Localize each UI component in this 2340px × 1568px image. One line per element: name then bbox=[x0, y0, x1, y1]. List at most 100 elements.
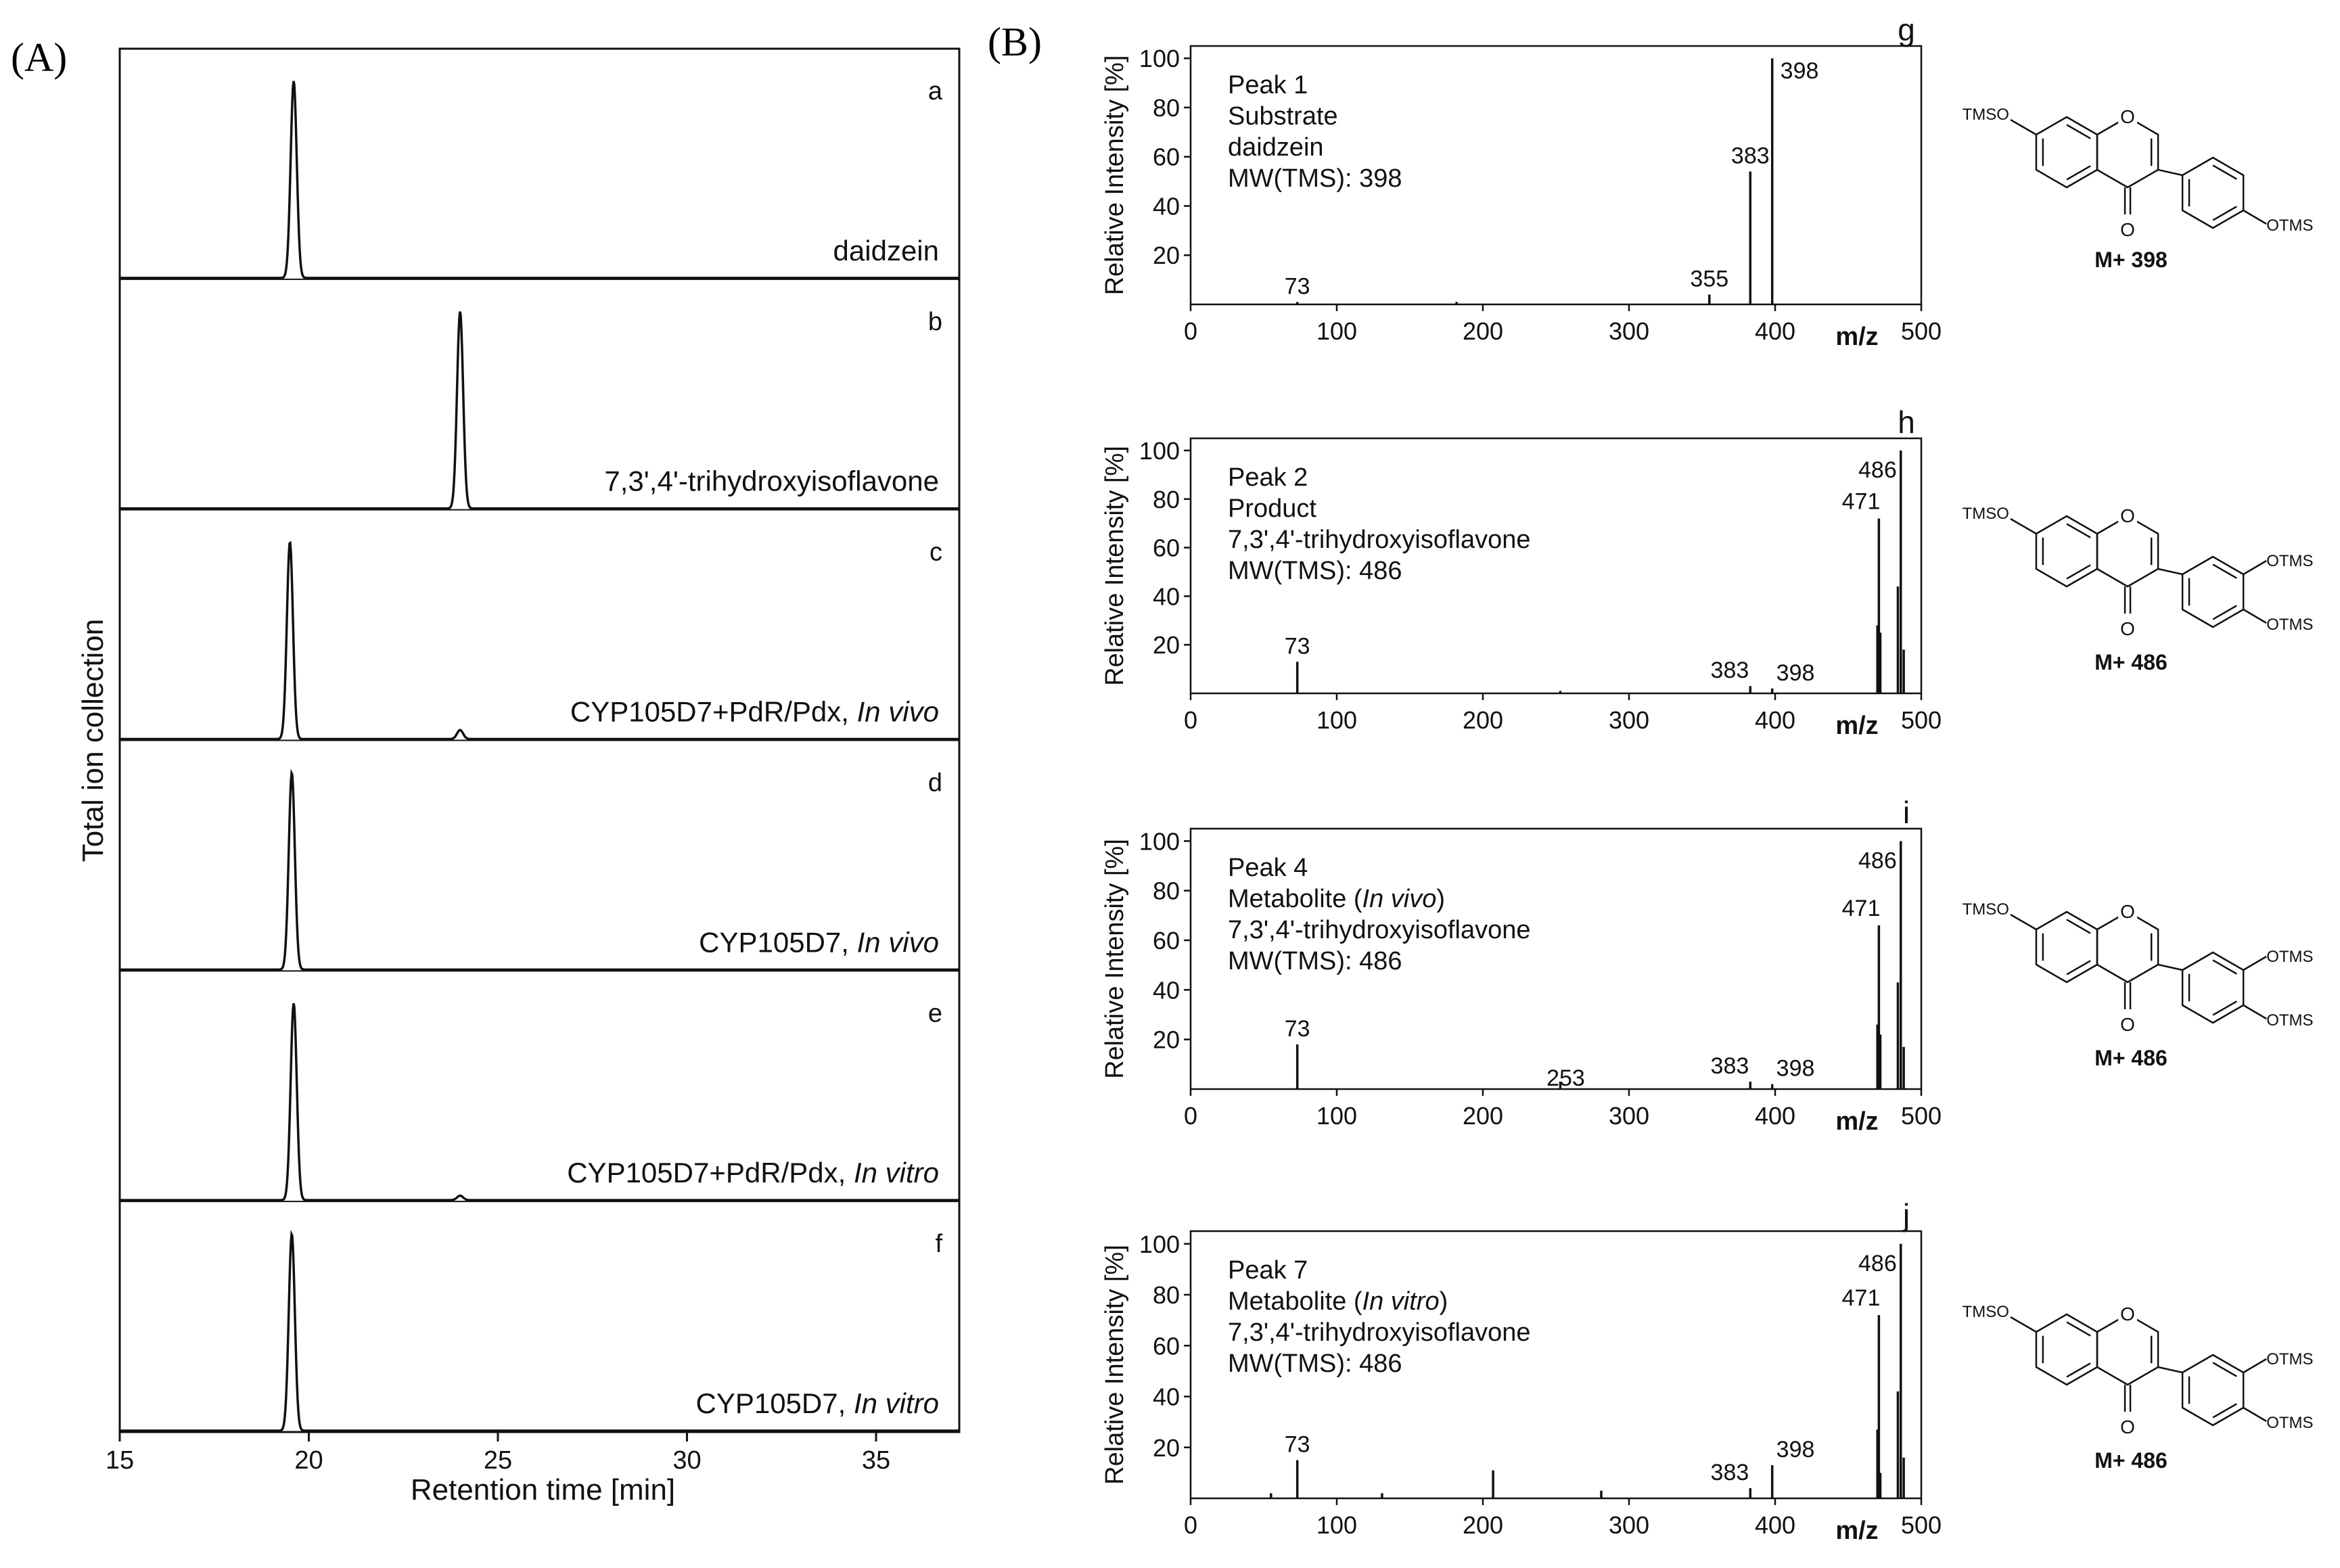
trace-label-b-part-0: 7,3',4'-trihydroxyisoflavone bbox=[604, 465, 939, 497]
substituent-7: TMSO bbox=[1963, 900, 2009, 919]
peak-label: 398 bbox=[1776, 660, 1815, 686]
substituent-4p: OTMS bbox=[2266, 1414, 2313, 1432]
x-axis-title: m/z bbox=[1835, 1517, 1878, 1545]
x-tick-label: 0 bbox=[1184, 706, 1197, 734]
x-tick-label: 400 bbox=[1755, 317, 1795, 345]
y-tick-label: 40 bbox=[1153, 582, 1180, 610]
info-line-2-part-0: 7,3',4'-trihydroxyisoflavone bbox=[1228, 526, 1531, 554]
spectrum-h: 20 40 60 80 100 0 100 200 300 400 500 73 383 398 471 48… bbox=[1101, 405, 1942, 740]
ring-2 bbox=[2181, 1354, 2245, 1427]
info-line-3: MW(TMS): 486 bbox=[1228, 1350, 1402, 1378]
double-bond bbox=[2212, 206, 2237, 221]
structure-h: O O TMSO OTMS OTMS M+ 486 bbox=[1963, 504, 2314, 674]
info-line-2: 7,3',4'-trihydroxyisoflavone bbox=[1228, 916, 1531, 944]
info-line-2-part-0: 7,3',4'-trihydroxyisoflavone bbox=[1228, 1318, 1531, 1347]
double-bond bbox=[2066, 165, 2091, 181]
trace-letter-a: a bbox=[928, 77, 943, 106]
molecular-ion-caption: M+ 486 bbox=[2094, 1046, 2167, 1070]
y-tick-label: 40 bbox=[1153, 1383, 1180, 1411]
info-line-3: MW(TMS): 486 bbox=[1228, 557, 1402, 585]
molecular-ion-caption: M+ 486 bbox=[2094, 650, 2167, 674]
y-axis-title: Relative Intensity [%] bbox=[1101, 55, 1129, 296]
ring-oxygen-bg bbox=[2118, 504, 2138, 524]
structure-j: O O TMSO OTMS OTMS M+ 486 bbox=[1963, 1302, 2314, 1473]
info-line-3: MW(TMS): 398 bbox=[1228, 164, 1402, 193]
chromatogram-panel: a daidzein b 7,3',4'-trihydroxyisoflavone c C… bbox=[76, 47, 961, 1506]
molecular-ion-caption: M+ 398 bbox=[2094, 248, 2167, 272]
substituent-bond bbox=[2243, 1358, 2267, 1374]
panel-label-b: (B) bbox=[988, 20, 1042, 64]
trace-label-d-part-0: CYP105D7, bbox=[699, 926, 856, 958]
x-tick-label: 200 bbox=[1463, 706, 1503, 734]
y-tick-label: 40 bbox=[1153, 192, 1180, 220]
y-tick-label: 20 bbox=[1153, 1434, 1180, 1462]
ring-oxygen-bg bbox=[2118, 1302, 2138, 1322]
trace-letter-d: d bbox=[928, 769, 942, 798]
info-line-3-part-0: MW(TMS): 486 bbox=[1228, 557, 1402, 585]
trace-label-f-part-0: CYP105D7, bbox=[695, 1387, 853, 1419]
info-line-0: Peak 4 bbox=[1228, 854, 1308, 882]
x-tick-label: 300 bbox=[1609, 1102, 1649, 1130]
substituent-bond bbox=[2010, 517, 2037, 535]
trace-label-c-part-0: CYP105D7+PdR/Pdx, bbox=[570, 696, 857, 728]
info-line-0-part-0: Peak 1 bbox=[1228, 71, 1308, 99]
spectrum-g: 20 40 60 80 100 0 100 200 300 400 500 73 355 383 398 Pe… bbox=[1101, 12, 1942, 351]
double-bond bbox=[2066, 919, 2091, 934]
spectrum-frame bbox=[1189, 45, 1923, 306]
y-tick-label: 20 bbox=[1153, 1026, 1180, 1054]
peak-label: 398 bbox=[1781, 58, 1819, 84]
x-tick-label: 100 bbox=[1316, 1102, 1357, 1130]
double-bond bbox=[2212, 164, 2237, 180]
x-tick-label: 400 bbox=[1755, 706, 1795, 734]
trace-line-c bbox=[120, 540, 959, 741]
peak-label: 471 bbox=[1842, 488, 1881, 514]
trace-label-c: CYP105D7+PdR/Pdx, In vivo bbox=[570, 696, 939, 728]
trace-label-a-part-0: daidzein bbox=[833, 235, 939, 267]
ring-2 bbox=[2181, 555, 2245, 628]
substituent-7: TMSO bbox=[1963, 505, 2009, 523]
info-line-2-part-0: daidzein bbox=[1228, 133, 1324, 162]
ring-link bbox=[2157, 168, 2183, 177]
x-axis-title: Retention time [min] bbox=[411, 1473, 675, 1506]
y-tick-label: 20 bbox=[1153, 241, 1180, 269]
x-tick-label: 100 bbox=[1316, 706, 1357, 734]
trace-label-d-part-1: In vivo bbox=[857, 926, 939, 958]
x-tick-label: 20 bbox=[294, 1446, 323, 1475]
info-line-1-part-0: Metabolite ( bbox=[1228, 1287, 1362, 1316]
x-tick-label: 0 bbox=[1184, 317, 1197, 345]
x-tick-label: 15 bbox=[106, 1446, 134, 1475]
peak-label: 398 bbox=[1776, 1437, 1815, 1462]
info-line-2: 7,3',4'-trihydroxyisoflavone bbox=[1228, 526, 1531, 554]
ring-oxygen: O bbox=[2120, 106, 2135, 127]
substituent-bond bbox=[2243, 608, 2267, 624]
peak-label: 471 bbox=[1842, 896, 1881, 921]
substituent-bond bbox=[2243, 1406, 2267, 1423]
info-line-2: 7,3',4'-trihydroxyisoflavone bbox=[1228, 1318, 1531, 1347]
ring-2 bbox=[2181, 156, 2245, 229]
x-tick-label: 35 bbox=[862, 1446, 890, 1475]
substituent-3p: OTMS bbox=[2266, 552, 2313, 570]
ring-oxygen-bg bbox=[2118, 105, 2138, 125]
substituent-4p: OTMS bbox=[2266, 216, 2313, 235]
peak-label: 73 bbox=[1285, 633, 1310, 659]
info-line-3: MW(TMS): 486 bbox=[1228, 947, 1402, 975]
double-bond bbox=[2066, 564, 2091, 580]
ring-0 bbox=[2035, 910, 2098, 984]
ring-0 bbox=[2035, 515, 2098, 588]
substituent-4p: OTMS bbox=[2266, 616, 2313, 634]
trace-label-e-part-0: CYP105D7+PdR/Pdx, bbox=[567, 1157, 854, 1189]
y-tick-label: 100 bbox=[1139, 1230, 1180, 1258]
peak-label: 355 bbox=[1690, 266, 1728, 292]
info-line-0: Peak 2 bbox=[1228, 463, 1308, 492]
info-line-0: Peak 7 bbox=[1228, 1256, 1308, 1285]
x-tick-label: 400 bbox=[1755, 1102, 1795, 1130]
ring-link bbox=[2157, 963, 2183, 971]
substituent-bond bbox=[2243, 209, 2267, 225]
info-line-0: Peak 1 bbox=[1228, 71, 1308, 99]
double-bond bbox=[2066, 523, 2091, 538]
x-tick-label: 200 bbox=[1463, 1102, 1503, 1130]
x-tick-label: 300 bbox=[1609, 317, 1649, 345]
spectrum-frame bbox=[1189, 827, 1923, 1090]
trace-label-f: CYP105D7, In vitro bbox=[695, 1387, 939, 1419]
